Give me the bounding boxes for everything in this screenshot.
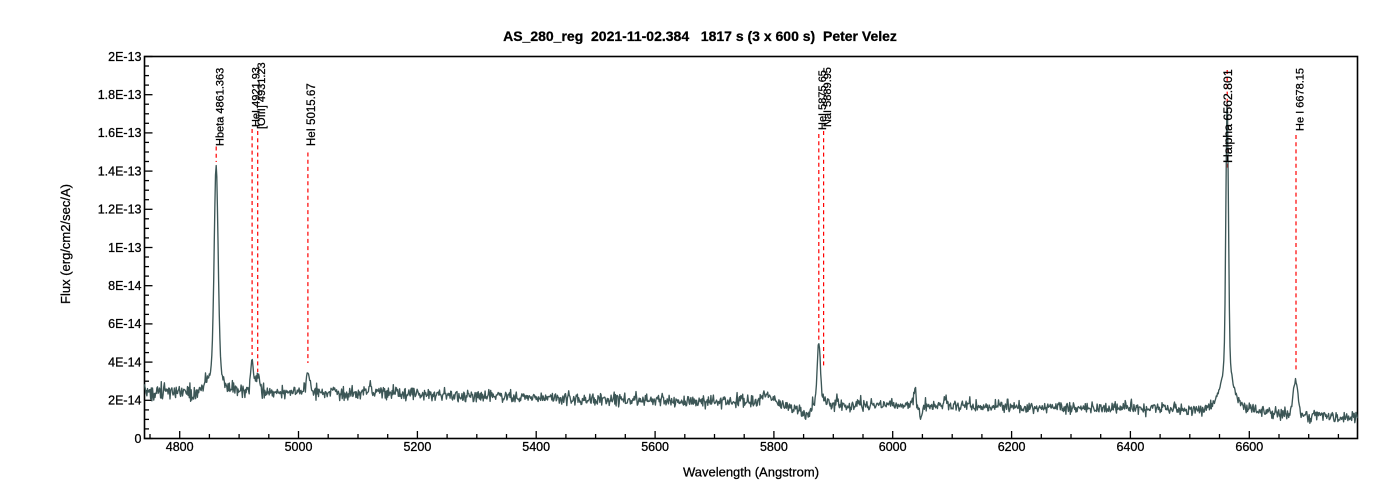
- svg-text:Wavelength (Angstrom): Wavelength (Angstrom): [683, 464, 819, 479]
- svg-text:5600: 5600: [641, 440, 669, 454]
- svg-text:1.6E-13: 1.6E-13: [98, 126, 142, 140]
- svg-text:1.2E-13: 1.2E-13: [98, 203, 142, 217]
- svg-text:5800: 5800: [760, 440, 788, 454]
- svg-text:1E-13: 1E-13: [108, 241, 141, 255]
- svg-text:1.8E-13: 1.8E-13: [98, 88, 142, 102]
- svg-text:Flux (erg/cm2/sec/A): Flux (erg/cm2/sec/A): [58, 184, 73, 304]
- svg-text:Halpha 6562.801: Halpha 6562.801: [1221, 69, 1235, 163]
- svg-text:HeI 5875.65: HeI 5875.65: [817, 70, 829, 130]
- svg-text:[OIII] 4931.23: [OIII] 4931.23: [256, 62, 268, 129]
- svg-text:HeI 4921.93: HeI 4921.93: [250, 67, 262, 127]
- svg-text:1.4E-13: 1.4E-13: [98, 164, 142, 178]
- svg-text:HeI 5015.67: HeI 5015.67: [306, 83, 318, 146]
- svg-text:4E-14: 4E-14: [108, 355, 141, 369]
- svg-text:5000: 5000: [285, 440, 313, 454]
- svg-text:5400: 5400: [522, 440, 550, 454]
- svg-text:8E-14: 8E-14: [108, 279, 141, 293]
- svg-text:NaI 5889.95: NaI 5889.95: [822, 67, 834, 127]
- svg-text:6600: 6600: [1235, 440, 1263, 454]
- svg-text:6E-14: 6E-14: [108, 317, 141, 331]
- svg-text:2E-14: 2E-14: [108, 394, 141, 408]
- svg-text:2E-13: 2E-13: [108, 50, 141, 64]
- svg-text:6400: 6400: [1116, 440, 1144, 454]
- svg-text:AS_280_reg 2021-11-02.384 1: AS_280_reg 2021-11-02.384 1817 s (3 x 60…: [503, 28, 897, 44]
- svg-text:5200: 5200: [403, 440, 431, 454]
- svg-text:Hbeta 4861.363: Hbeta 4861.363: [214, 68, 226, 146]
- svg-text:0: 0: [135, 432, 142, 446]
- svg-text:4800: 4800: [166, 440, 194, 454]
- svg-text:6000: 6000: [879, 440, 907, 454]
- svg-text:He I 6678.15: He I 6678.15: [1294, 68, 1306, 131]
- svg-text:6200: 6200: [998, 440, 1026, 454]
